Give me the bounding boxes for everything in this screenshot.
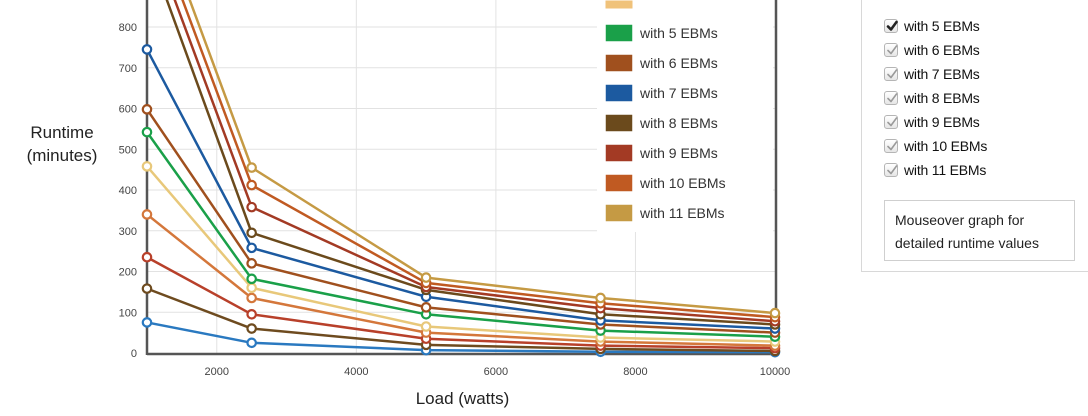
x-tick-label: 10000 [760, 366, 791, 378]
legend-swatch [604, 173, 634, 193]
y-axis-label: Runtime (minutes) [6, 121, 118, 167]
data-point[interactable] [246, 242, 257, 254]
data-point[interactable] [246, 258, 257, 269]
y-tick-label: 400 [119, 185, 137, 197]
series-lines[interactable] [141, 0, 781, 358]
y-tick-label: 200 [119, 267, 137, 279]
x-tick-labels: 2000 4000 6000 8000 10000 [205, 366, 791, 378]
data-point[interactable] [246, 337, 257, 349]
series-5[interactable] [141, 161, 781, 347]
series-checkbox-item[interactable]: with 8 EBMs [884, 86, 987, 110]
legend-label: with 11 EBMs [639, 205, 725, 221]
legend-swatch [604, 143, 634, 163]
info-text-line-1: Mouseover graph for [895, 212, 1025, 228]
checkbox-icon[interactable] [884, 115, 898, 129]
series-checkbox-item[interactable]: with 5 EBMs [884, 14, 987, 38]
data-point[interactable] [246, 323, 257, 334]
runtime-chart[interactable]: 0 100 200 300 400 500 600 700 800 2000 4000 6000 80… [0, 0, 860, 390]
y-tick-label: 800 [119, 22, 137, 34]
series-12[interactable] [143, 0, 781, 319]
series-control-panel: with 5 EBMs with 6 EBMs with 7 EBMs with 8 … [861, 0, 1088, 272]
checkbox-label: with 7 EBMs [904, 66, 980, 82]
x-tick-label: 6000 [484, 366, 508, 378]
data-point[interactable] [141, 317, 153, 328]
series-checkbox-item[interactable]: with 6 EBMs [884, 38, 987, 62]
x-tick-label: 2000 [205, 366, 229, 378]
series-checkbox-item[interactable]: with 7 EBMs [884, 62, 987, 86]
checkbox-label: with 9 EBMs [904, 114, 980, 130]
legend-label: with 10 EBMs [639, 175, 726, 191]
data-point[interactable] [246, 179, 257, 191]
legend-label: with 6 EBMs [639, 55, 718, 71]
checkbox-label: with 5 EBMs [904, 18, 980, 34]
checkbox-label: with 8 EBMs [904, 90, 980, 106]
x-tick-label: 4000 [344, 366, 368, 378]
legend-swatch [604, 203, 634, 223]
data-point[interactable] [420, 272, 432, 283]
legend-top-swatch-partial [604, 0, 634, 10]
data-point[interactable] [141, 209, 153, 220]
checkbox-icon[interactable] [884, 67, 898, 81]
legend-swatch [604, 113, 634, 133]
data-point[interactable] [420, 321, 432, 332]
data-point[interactable] [769, 307, 781, 319]
series-checkbox-list: with 5 EBMs with 6 EBMs with 7 EBMs with 8 … [884, 14, 987, 182]
legend-swatch [604, 53, 634, 73]
legend-label: with 5 EBMs [639, 25, 718, 41]
checkbox-label: with 10 EBMs [904, 138, 988, 154]
legend-swatch [604, 83, 634, 103]
y-tick-labels: 0 100 200 300 400 500 600 700 800 [119, 22, 137, 360]
y-tick-label: 0 [131, 348, 137, 360]
legend-swatch [604, 23, 634, 43]
series-7[interactable] [141, 104, 781, 338]
axes [145, 0, 778, 356]
info-text-line-2: detailed runtime values [895, 235, 1039, 251]
checkbox-icon[interactable] [884, 163, 898, 177]
data-point[interactable] [246, 162, 257, 173]
x-axis-label: Load (watts) [415, 389, 510, 408]
data-point[interactable] [246, 201, 257, 213]
data-point[interactable] [246, 308, 257, 320]
data-point[interactable] [141, 104, 153, 115]
data-point[interactable] [246, 227, 257, 239]
x-tick-label: 8000 [623, 366, 647, 378]
checkbox-icon[interactable] [884, 19, 898, 33]
legend-label: with 8 EBMs [639, 115, 718, 131]
mouseover-info-box: Mouseover graph for detailed runtime val… [884, 200, 1075, 261]
checkbox-icon[interactable] [884, 139, 898, 153]
series-checkbox-item[interactable]: with 11 EBMs [884, 158, 987, 182]
checkbox-icon[interactable] [884, 91, 898, 105]
data-point[interactable] [141, 126, 153, 138]
y-tick-label: 700 [119, 63, 137, 75]
series-checkbox-item[interactable]: with 10 EBMs [884, 134, 987, 158]
data-point[interactable] [141, 251, 153, 263]
y-tick-label: 300 [119, 226, 137, 238]
data-point[interactable] [595, 292, 606, 304]
y-axis-label-line-1: Runtime [30, 123, 94, 142]
y-tick-label: 500 [119, 144, 137, 156]
checkbox-label: with 6 EBMs [904, 42, 980, 58]
legend-label: with 7 EBMs [639, 85, 718, 101]
chart-legend: with 5 EBMs with 6 EBMs with 7 EBMs with 8 … [597, 0, 773, 232]
data-point[interactable] [246, 282, 257, 294]
checkbox-icon[interactable] [884, 43, 898, 57]
data-point[interactable] [141, 283, 153, 294]
series-checkbox-item[interactable]: with 9 EBMs [884, 110, 987, 134]
y-tick-label: 100 [119, 307, 137, 319]
y-tick-label: 600 [119, 104, 137, 116]
data-point[interactable] [246, 292, 257, 304]
data-point[interactable] [246, 273, 257, 285]
data-point[interactable] [141, 44, 153, 55]
data-point[interactable] [420, 302, 432, 313]
y-axis-label-line-2: (minutes) [26, 146, 98, 165]
legend-label: with 9 EBMs [639, 145, 718, 161]
data-point[interactable] [141, 161, 153, 172]
checkbox-label: with 11 EBMs [904, 162, 987, 178]
series-group [141, 0, 781, 358]
